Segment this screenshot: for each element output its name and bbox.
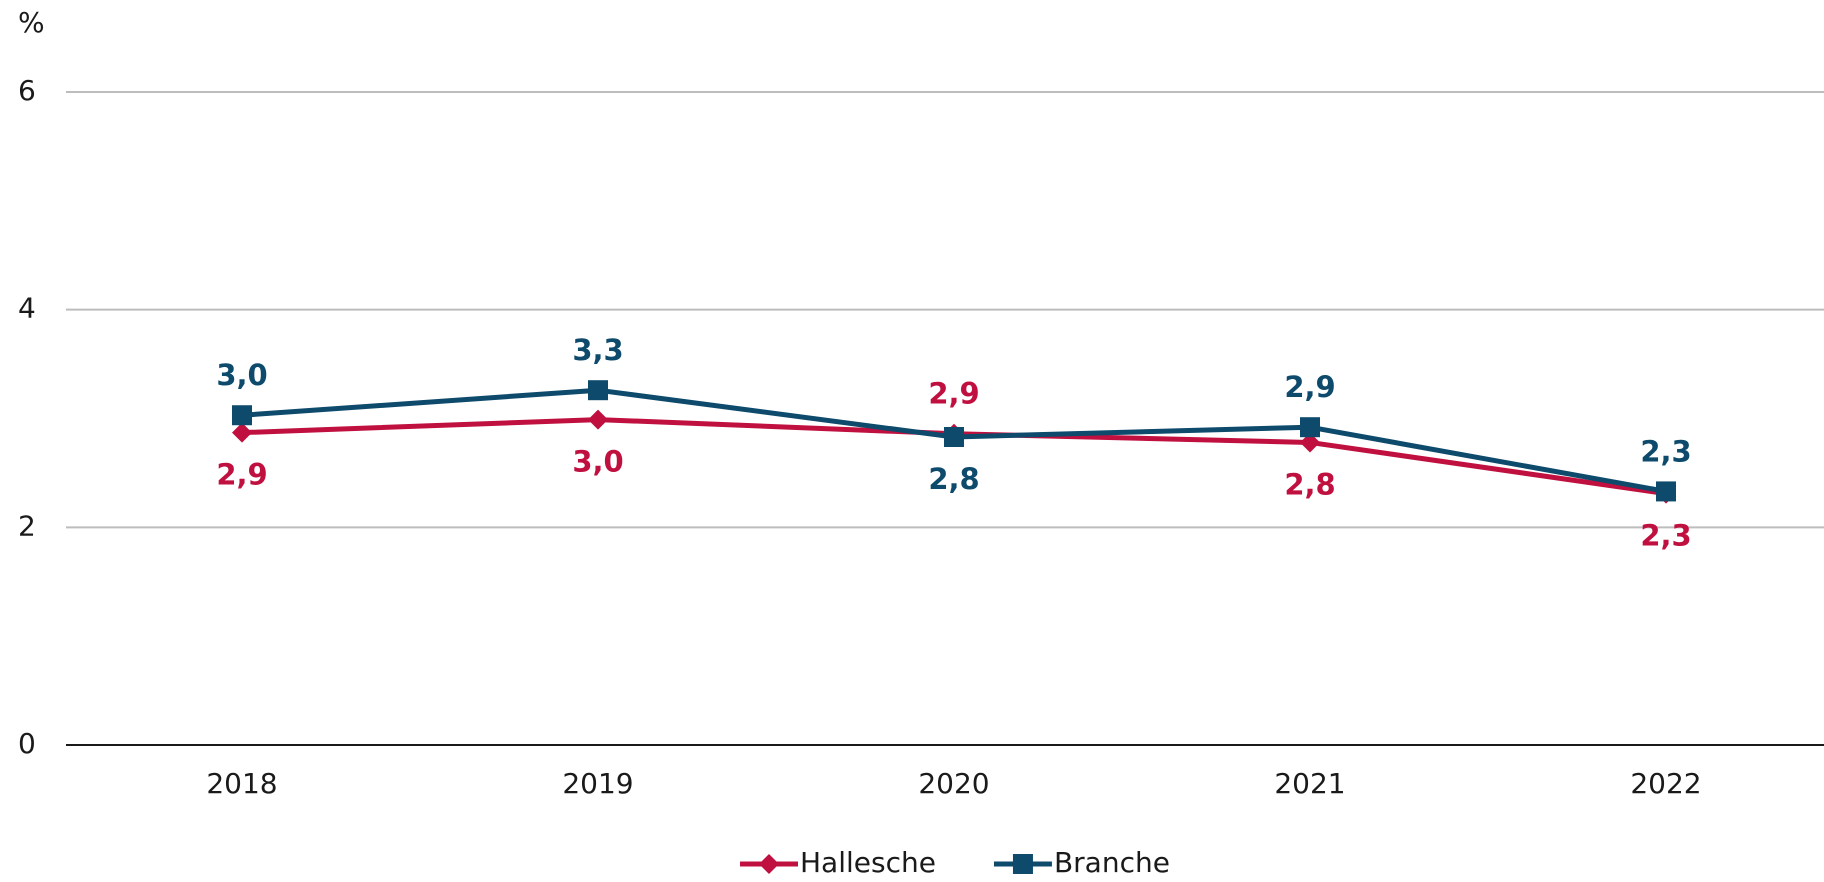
- data-label: 2,9: [928, 377, 979, 411]
- data-point: [944, 427, 964, 448]
- y-tick-label: 6: [18, 74, 36, 107]
- data-label: 3,0: [572, 445, 623, 479]
- legend-label: Hallesche: [800, 846, 936, 879]
- x-tick-label: 2018: [206, 767, 277, 800]
- data-label: 3,3: [572, 333, 623, 367]
- data-point: [232, 405, 252, 426]
- x-tick-label: 2021: [1274, 767, 1345, 800]
- x-tick-label: 2020: [918, 767, 989, 800]
- data-label: 2,8: [1284, 467, 1335, 501]
- data-label: 2,3: [1640, 434, 1691, 468]
- data-label: 2,3: [1640, 519, 1691, 553]
- data-label: 2,9: [216, 458, 267, 492]
- data-label: 2,8: [928, 462, 979, 496]
- y-axis-label: %: [18, 6, 45, 39]
- data-point: [588, 409, 608, 430]
- data-label: 2,9: [1284, 370, 1335, 404]
- x-tick-label: 2019: [562, 767, 633, 800]
- data-point: [1300, 417, 1320, 438]
- y-tick-label: 0: [18, 727, 36, 760]
- legend-marker: [759, 854, 779, 874]
- y-tick-label: 4: [18, 292, 36, 325]
- legend-label: Branche: [1054, 846, 1170, 879]
- legend-marker: [1012, 854, 1033, 874]
- y-tick-label: 2: [18, 509, 36, 542]
- data-point: [232, 422, 252, 443]
- data-label: 3,0: [216, 358, 267, 392]
- data-point: [588, 380, 608, 401]
- x-tick-label: 2022: [1630, 767, 1701, 800]
- data-point: [1300, 432, 1320, 453]
- data-point: [1656, 481, 1676, 502]
